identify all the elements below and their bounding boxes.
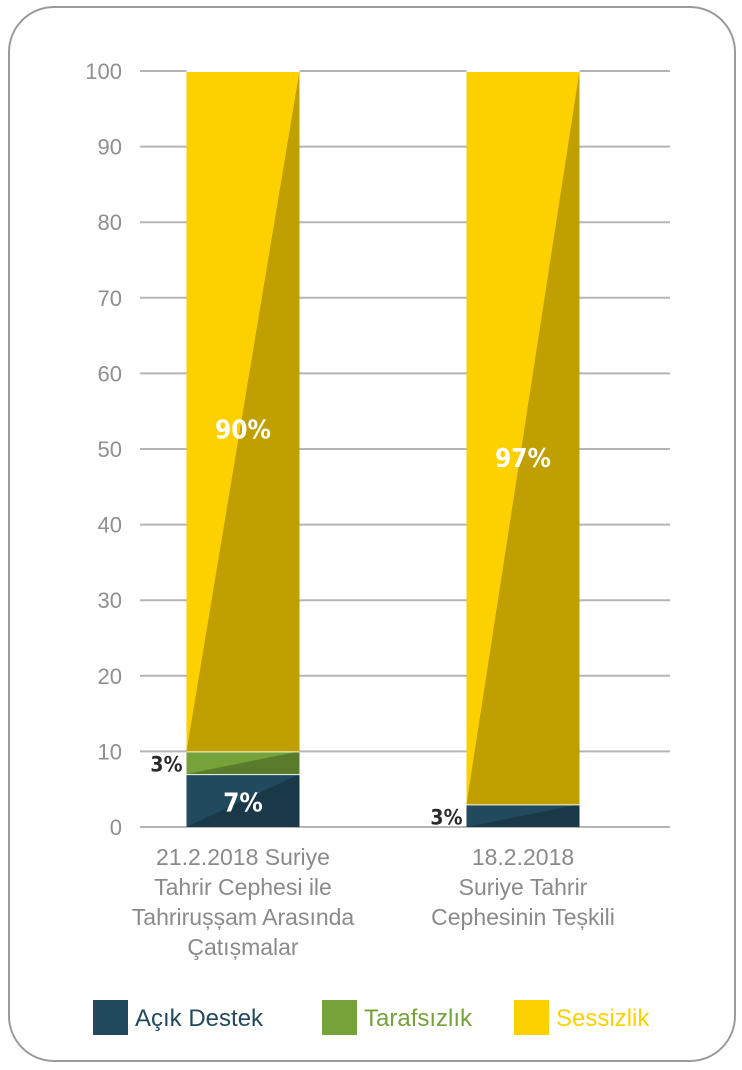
legend-label: Tarafsızlık [364, 1005, 473, 1032]
data-label: 3% [430, 806, 462, 830]
y-tick-label: 90 [98, 135, 122, 160]
data-label: 90% [215, 415, 271, 445]
y-tick-label: 10 [98, 739, 122, 764]
category-label-line: 18.2.2018 [472, 844, 574, 870]
x-axis-categories: 21.2.2018 Suriye Tahrir Cephesi ile Tahrir… [132, 844, 615, 960]
y-tick-label: 100 [85, 59, 122, 84]
bar-shade [466, 71, 580, 805]
bar-shade [186, 71, 300, 752]
category-label-line: Suriye Tahrir [459, 874, 588, 900]
bar-segment [466, 70, 580, 805]
bar-segment [186, 750, 300, 775]
y-tick-label: 0 [110, 815, 122, 840]
bar-segment [186, 70, 300, 752]
legend-label: Sessizlik [556, 1005, 650, 1032]
bar-shade [466, 804, 580, 827]
legend-swatch [514, 1000, 549, 1035]
y-axis-ticks: 0 10 20 30 40 50 60 70 80 90 100 [85, 59, 122, 840]
data-label: 7% [223, 789, 263, 819]
category-label-line: Tahrirușșam Arasında [132, 904, 355, 930]
legend-label: Açık Destek [135, 1005, 264, 1032]
y-tick-label: 70 [98, 286, 122, 311]
legend-item: Sessizlik [514, 1000, 650, 1035]
bar-segment [186, 773, 300, 827]
bar-shade [186, 751, 300, 775]
legend-swatch [93, 1000, 128, 1035]
y-tick-label: 40 [98, 513, 122, 538]
category-label-line: Tahrir Cephesi ile [154, 874, 332, 900]
data-label: 97% [495, 444, 551, 474]
category-label-line: 21.2.2018 Suriye [156, 844, 330, 870]
category-label-line: Çatıșmalar [187, 934, 299, 960]
y-tick-label: 50 [98, 437, 122, 462]
category-label-line: Cephesinin Teșkili [431, 904, 615, 930]
bar-segment [466, 803, 580, 827]
y-tick-label: 80 [98, 210, 122, 235]
bar-shade [186, 774, 300, 827]
legend: Açık Destek Tarafsızlık Sessizlik [93, 1000, 650, 1035]
y-tick-label: 20 [98, 664, 122, 689]
legend-swatch [322, 1000, 357, 1035]
legend-item: Açık Destek [93, 1000, 264, 1035]
legend-item: Tarafsızlık [322, 1000, 473, 1035]
bars: 7% 3% 90% 3% 97% [150, 70, 580, 830]
y-tick-label: 30 [98, 588, 122, 613]
chart-frame [8, 6, 736, 1062]
data-label: 3% [150, 753, 182, 777]
y-tick-label: 60 [98, 361, 122, 386]
